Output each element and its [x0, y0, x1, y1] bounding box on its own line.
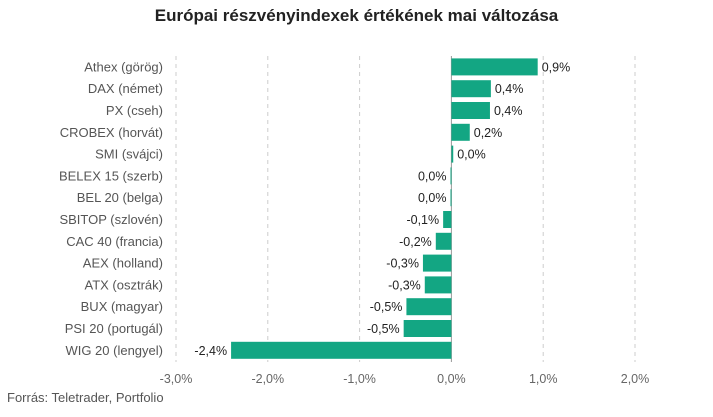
category-label: CROBEX (horvát) [60, 125, 163, 140]
bar [406, 298, 452, 316]
category-label: PX (cseh) [106, 103, 163, 118]
category-label: ATX (osztrák) [85, 277, 164, 292]
x-tick-label: -3,0% [160, 372, 193, 386]
value-label: -2,4% [194, 344, 227, 358]
value-label: -0,2% [399, 235, 432, 249]
bar [443, 211, 452, 228]
x-tick-label: -1,0% [343, 372, 376, 386]
category-label: SMI (svájci) [95, 147, 163, 162]
value-label: -0,3% [388, 278, 421, 292]
value-label: 0,9% [542, 60, 571, 74]
value-label: -0,1% [406, 213, 439, 227]
bar [231, 341, 452, 359]
category-label: BUX (magyar) [81, 299, 163, 314]
category-label: Athex (görög) [84, 59, 163, 74]
value-label: 0,0% [418, 169, 447, 183]
bar [451, 145, 454, 163]
x-tick-label: -2,0% [251, 372, 284, 386]
bar [451, 80, 491, 98]
x-tick-label: 2,0% [621, 372, 650, 386]
bar [450, 167, 452, 185]
bar [451, 102, 490, 119]
category-label: DAX (német) [88, 81, 163, 96]
chart-title: Európai részvényindexek értékének mai vá… [154, 6, 559, 25]
bar [450, 189, 452, 207]
bar [435, 232, 452, 250]
x-tick-label: 0,0% [437, 372, 466, 386]
value-label: -0,3% [386, 257, 419, 271]
bar [451, 58, 538, 76]
value-label: -0,5% [367, 322, 400, 336]
category-label: CAC 40 (francia) [66, 234, 163, 249]
category-label: SBITOP (szlovén) [59, 212, 163, 227]
value-label: 0,0% [457, 148, 486, 162]
bar [451, 123, 470, 141]
bar-chart: -3,0% -2,0% -1,0% 0,0% 1,0% 2,0% Athex (görög)… [59, 56, 650, 386]
category-label: WIG 20 (lengyel) [65, 343, 163, 358]
category-label: BEL 20 (belga) [77, 190, 163, 205]
value-label: 0,4% [494, 104, 523, 118]
source-note: Forrás: Teletrader, Portfolio [7, 390, 164, 405]
value-label: -0,5% [370, 300, 403, 314]
bar [422, 254, 452, 272]
category-label: PSI 20 (portugál) [65, 321, 163, 336]
bar [424, 276, 452, 294]
value-label: 0,4% [495, 82, 524, 96]
category-label: AEX (holland) [83, 256, 163, 271]
x-tick-label: 1,0% [529, 372, 558, 386]
bar [403, 320, 452, 337]
category-label: BELEX 15 (szerb) [59, 168, 163, 183]
value-label: 0,2% [474, 126, 503, 140]
value-label: 0,0% [418, 191, 447, 205]
